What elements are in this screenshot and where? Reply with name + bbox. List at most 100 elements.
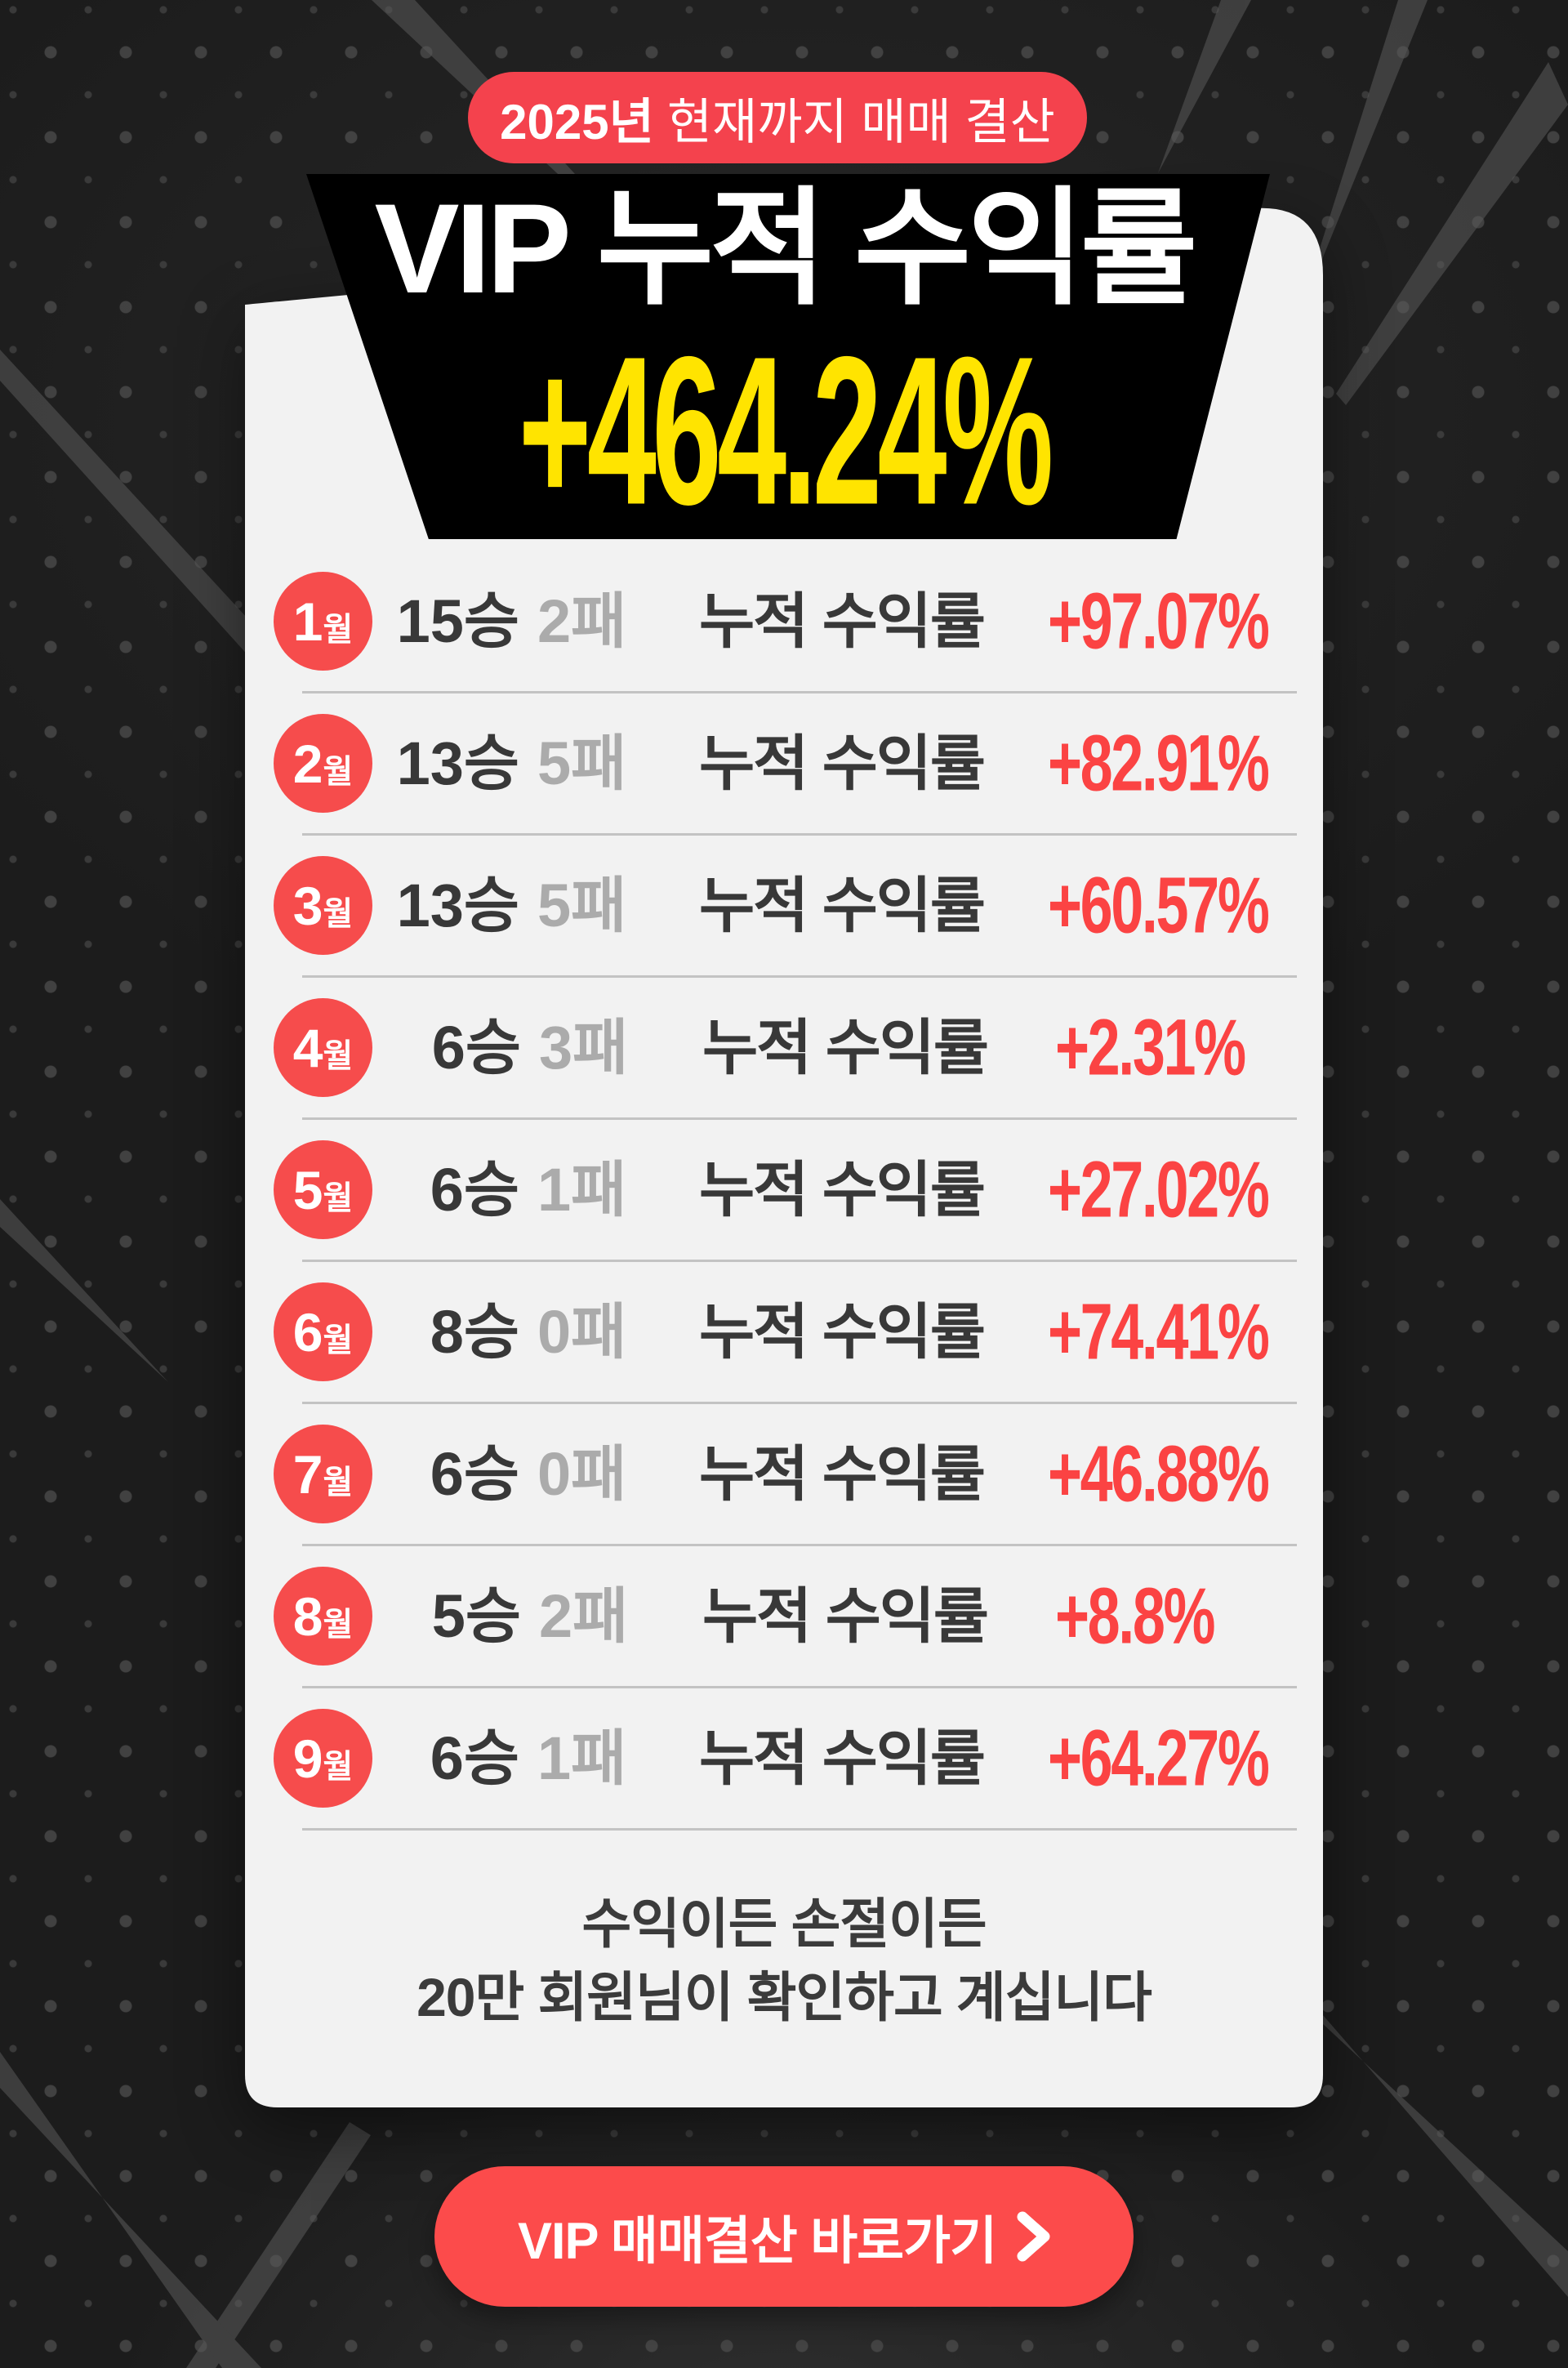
month-suffix: 월: [323, 1037, 354, 1074]
return-value: +2.31%: [1055, 1003, 1246, 1092]
losses-value: 5패: [537, 729, 627, 797]
losses-value: 1패: [537, 1724, 627, 1792]
month-suffix: 월: [323, 753, 354, 790]
wins-value: 6승: [430, 1155, 519, 1224]
losses-value: 2패: [537, 586, 627, 655]
wins-value: 13승: [396, 871, 519, 939]
return-label: 누적 수익률: [699, 1439, 986, 1508]
win-loss: 8승 0패: [395, 1297, 662, 1366]
return-label: 누적 수익률: [699, 729, 986, 797]
win-loss: 6승 3패: [395, 1013, 665, 1081]
return-value: +64.27%: [1048, 1714, 1270, 1803]
total-return-value: +464.24%: [519, 311, 1054, 549]
win-loss: 5승 2패: [395, 1581, 665, 1650]
losses-value: 5패: [537, 871, 627, 939]
month-number: 9: [292, 1728, 323, 1789]
row-divider: [302, 1544, 1297, 1546]
month-suffix: 월: [323, 895, 354, 932]
row-divider: [302, 1828, 1297, 1831]
return-label: 누적 수익률: [702, 1581, 989, 1650]
members-message-line2: 20만 회원님이 확인하고 계십니다: [416, 1966, 1152, 2027]
wins-value: 15승: [396, 586, 519, 655]
wins-value: 6승: [431, 1013, 521, 1081]
wins-value: 8승: [430, 1297, 519, 1366]
card-background: [245, 207, 1323, 2107]
return-label: 누적 수익률: [699, 586, 986, 655]
return-value: +46.88%: [1048, 1429, 1270, 1518]
month-number: 4: [292, 1017, 323, 1078]
members-message: 수익이든 손절이든 20만 회원님이 확인하고 계십니다: [245, 1888, 1323, 2035]
losses-value: 0패: [537, 1439, 627, 1508]
vip-results-cta-button[interactable]: VIP 매매결산 바로가기: [434, 2166, 1134, 2307]
badge-rest-text: 현재까지 매매 결산: [666, 94, 1055, 149]
month-number: 7: [292, 1443, 323, 1505]
row-divider: [302, 833, 1297, 836]
return-label: 누적 수익률: [699, 1297, 986, 1366]
win-loss: 13승 5패: [395, 871, 662, 939]
month-suffix: 월: [323, 1180, 354, 1216]
chevron-right-icon: [1017, 2211, 1050, 2262]
win-loss: 6승 1패: [395, 1728, 662, 1789]
month-suffix: 월: [323, 1748, 354, 1785]
return-value: +82.91%: [1048, 719, 1270, 808]
row-divider: [302, 975, 1297, 978]
month-suffix: 월: [323, 1606, 354, 1643]
return-value: +97.07%: [1048, 577, 1270, 666]
month-number: 3: [292, 875, 323, 936]
return-value: +8.8%: [1055, 1572, 1216, 1661]
win-loss: 6승 0패: [395, 1439, 662, 1508]
losses-value: 2패: [539, 1581, 629, 1650]
headline-backdrop: [306, 174, 1270, 539]
year-badge: 2025년 현재까지 매매 결산: [468, 72, 1087, 163]
return-value: +27.02%: [1048, 1145, 1270, 1234]
month-suffix: 월: [323, 1322, 354, 1358]
wins-value: 6승: [430, 1439, 519, 1508]
members-message-line1: 수익이든 손절이든: [581, 1893, 987, 1954]
wins-value: 6승: [430, 1724, 519, 1792]
row-divider: [302, 691, 1297, 693]
win-loss: 6승 1패: [395, 1155, 662, 1224]
return-label: 누적 수익률: [702, 1013, 989, 1081]
month-number: 6: [292, 1301, 323, 1362]
month-suffix: 월: [323, 611, 354, 648]
month-number: 1: [292, 591, 323, 652]
results-card: [245, 202, 1323, 2107]
row-divider: [302, 1686, 1297, 1688]
row-divider: [302, 1117, 1297, 1120]
row-divider: [302, 1260, 1297, 1262]
return-label: 누적 수익률: [699, 871, 986, 939]
month-number: 5: [292, 1159, 323, 1220]
return-label: 누적 수익률: [699, 1724, 986, 1792]
badge-year-text: 2025년: [500, 94, 654, 149]
wins-value: 5승: [431, 1581, 521, 1650]
return-value: +74.41%: [1048, 1287, 1270, 1376]
return-label: 누적 수익률: [699, 1155, 986, 1224]
return-value: +60.57%: [1048, 861, 1270, 950]
month-suffix: 월: [323, 1464, 354, 1501]
losses-value: 1패: [537, 1155, 627, 1224]
cta-label: VIP 매매결산 바로가기: [517, 2212, 997, 2270]
total-return-figure: +464.24%: [245, 324, 1323, 536]
losses-value: 0패: [537, 1297, 627, 1366]
win-loss: 13승 5패: [395, 729, 662, 797]
wins-value: 13승: [396, 729, 519, 797]
